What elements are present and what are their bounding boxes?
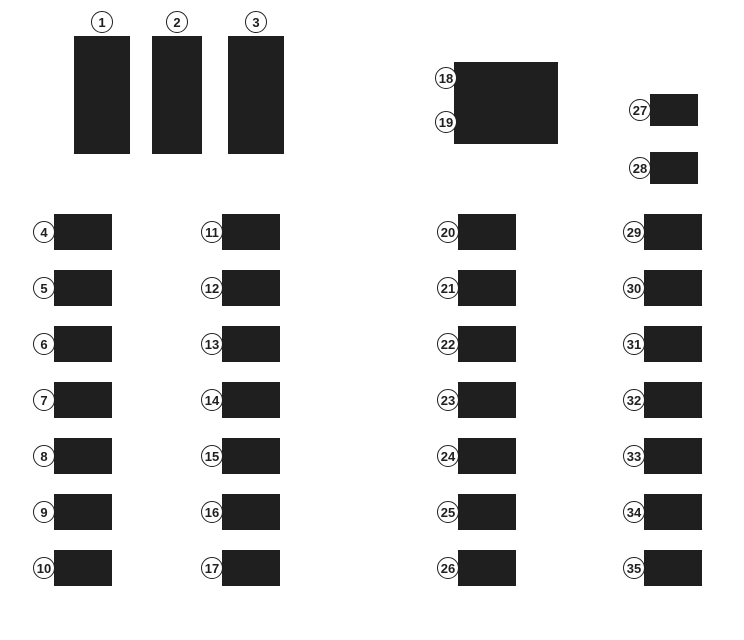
badge-29: 29 xyxy=(623,221,645,243)
block-9 xyxy=(54,494,112,530)
block-25 xyxy=(458,494,516,530)
badge-22: 22 xyxy=(437,333,459,355)
badge-20: 20 xyxy=(437,221,459,243)
badge-27: 27 xyxy=(629,99,651,121)
block-16 xyxy=(222,494,280,530)
badge-23: 23 xyxy=(437,389,459,411)
badge-9: 9 xyxy=(33,501,55,523)
block-20 xyxy=(458,214,516,250)
block-4 xyxy=(54,214,112,250)
badge-16: 16 xyxy=(201,501,223,523)
block-27 xyxy=(650,94,698,126)
block-24 xyxy=(458,438,516,474)
badge-28: 28 xyxy=(629,157,651,179)
block-33 xyxy=(644,438,702,474)
badge-24: 24 xyxy=(437,445,459,467)
block-26 xyxy=(458,550,516,586)
block-8 xyxy=(54,438,112,474)
block-15 xyxy=(222,438,280,474)
badge-21: 21 xyxy=(437,277,459,299)
block-29 xyxy=(644,214,702,250)
block-23 xyxy=(458,382,516,418)
block-13 xyxy=(222,326,280,362)
block-6 xyxy=(54,326,112,362)
badge-1: 1 xyxy=(91,11,113,33)
badge-11: 11 xyxy=(201,221,223,243)
block-31 xyxy=(644,326,702,362)
badge-14: 14 xyxy=(201,389,223,411)
block-7 xyxy=(54,382,112,418)
block-32 xyxy=(644,382,702,418)
block-3 xyxy=(228,36,284,154)
block-21 xyxy=(458,270,516,306)
block-30 xyxy=(644,270,702,306)
badge-31: 31 xyxy=(623,333,645,355)
block-22 xyxy=(458,326,516,362)
block-2 xyxy=(152,36,202,154)
badge-4: 4 xyxy=(33,221,55,243)
badge-33: 33 xyxy=(623,445,645,467)
block-10 xyxy=(54,550,112,586)
block-1 xyxy=(74,36,130,154)
badge-15: 15 xyxy=(201,445,223,467)
block-17 xyxy=(222,550,280,586)
badge-26: 26 xyxy=(437,557,459,579)
badge-10: 10 xyxy=(33,557,55,579)
block-11 xyxy=(222,214,280,250)
badge-30: 30 xyxy=(623,277,645,299)
block-12 xyxy=(222,270,280,306)
block-35 xyxy=(644,550,702,586)
badge-32: 32 xyxy=(623,389,645,411)
badge-5: 5 xyxy=(33,277,55,299)
badge-3: 3 xyxy=(245,11,267,33)
badge-6: 6 xyxy=(33,333,55,355)
badge-19: 19 xyxy=(435,111,457,133)
block-28 xyxy=(650,152,698,184)
badge-8: 8 xyxy=(33,445,55,467)
block-5 xyxy=(54,270,112,306)
block-34 xyxy=(644,494,702,530)
badge-25: 25 xyxy=(437,501,459,523)
badge-12: 12 xyxy=(201,277,223,299)
diagram-stage: 1 2 3 4 5 6 7 8 9 10 11 12 13 14 15 16 1… xyxy=(0,0,744,640)
badge-13: 13 xyxy=(201,333,223,355)
badge-18: 18 xyxy=(435,67,457,89)
badge-17: 17 xyxy=(201,557,223,579)
badge-2: 2 xyxy=(166,11,188,33)
badge-35: 35 xyxy=(623,557,645,579)
block-18-19 xyxy=(454,62,558,144)
block-14 xyxy=(222,382,280,418)
badge-7: 7 xyxy=(33,389,55,411)
badge-34: 34 xyxy=(623,501,645,523)
